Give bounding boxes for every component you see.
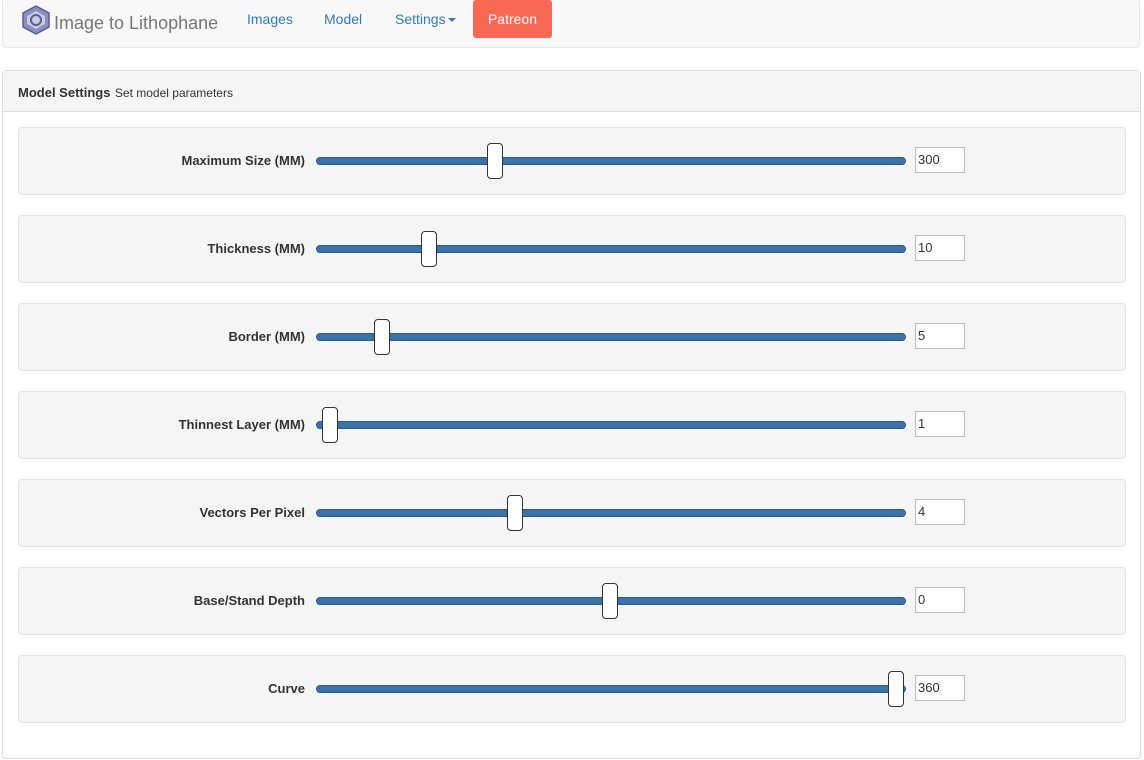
value-input[interactable]: 360 (915, 675, 965, 701)
slider-thumb[interactable] (507, 495, 523, 531)
value-input[interactable]: 300 (915, 147, 965, 173)
value-input[interactable]: 5 (915, 323, 965, 349)
setting-row: Thickness (MM) 10 (18, 215, 1126, 283)
setting-label: Border (MM) (228, 329, 305, 344)
setting-row: Border (MM) 5 (18, 303, 1126, 371)
caret (447, 18, 456, 23)
panel-subtitle: Set model parameters (114, 86, 233, 100)
nav-link[interactable]: Settings (395, 11, 456, 27)
value-input[interactable]: 4 (915, 499, 965, 525)
nav-link-text: Settings (395, 11, 446, 27)
slider-thumb[interactable] (322, 407, 338, 443)
slider-track[interactable] (316, 685, 906, 693)
slider-thumb[interactable] (421, 231, 437, 267)
nav-link[interactable]: Images (247, 11, 293, 27)
brand-icon (22, 5, 50, 35)
setting-label: Vectors Per Pixel (199, 505, 305, 520)
brand[interactable]: Image to Lithophane (54, 13, 219, 33)
value-input[interactable]: 1 (915, 411, 965, 437)
panel-title: Model Settings (18, 85, 111, 100)
slider-track[interactable] (316, 421, 906, 429)
setting-row: Base/Stand Depth 0 (18, 567, 1126, 635)
slider-track[interactable] (316, 509, 906, 517)
slider-track[interactable] (316, 333, 906, 341)
setting-label: Curve (268, 681, 305, 696)
slider-thumb[interactable] (602, 583, 618, 619)
setting-row: Maximum Size (MM) 300 (18, 127, 1126, 195)
setting-label: Thickness (MM) (207, 241, 305, 256)
slider-track[interactable] (316, 157, 906, 165)
setting-row: Vectors Per Pixel 4 (18, 479, 1126, 547)
setting-label: Thinnest Layer (MM) (178, 417, 305, 432)
navbar: Image to Lithophane Images Model Setting… (2, 0, 1140, 48)
slider-thumb[interactable] (374, 319, 390, 355)
setting-label: Base/Stand Depth (193, 593, 305, 608)
slider-thumb[interactable] (888, 671, 904, 707)
slider-thumb[interactable] (487, 143, 503, 179)
slider-track[interactable] (316, 245, 906, 253)
panel-heading: Model Settings Set model parameters (3, 71, 1140, 112)
setting-row: Curve 360 (18, 655, 1126, 723)
panel: Model Settings Set model parameters Maxi… (2, 70, 1141, 759)
nav-link[interactable]: Model (324, 11, 363, 27)
setting-row: Thinnest Layer (MM) 1 (18, 391, 1126, 459)
value-input[interactable]: 10 (915, 235, 965, 261)
patreon-button[interactable]: Patreon (473, 0, 552, 38)
setting-label: Maximum Size (MM) (181, 153, 305, 168)
value-input[interactable]: 0 (915, 587, 965, 613)
